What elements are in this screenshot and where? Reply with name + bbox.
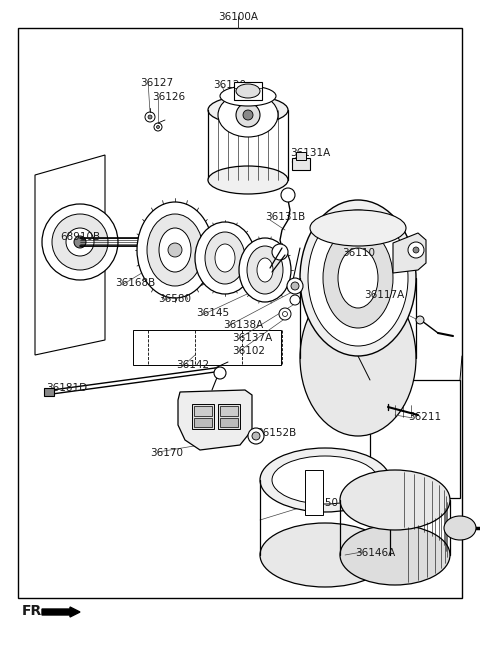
Circle shape [52,214,108,270]
Ellipse shape [205,232,245,284]
Ellipse shape [195,222,255,294]
Circle shape [214,367,226,379]
Bar [18,28,462,598]
Text: 36127: 36127 [140,78,173,88]
Text: 36137A: 36137A [232,333,272,343]
Text: 36142: 36142 [176,360,209,370]
Text: 36168B: 36168B [115,278,155,288]
Text: 36580: 36580 [158,294,191,304]
Circle shape [290,295,300,305]
Bar [305,470,323,515]
Text: 36152B: 36152B [256,428,296,438]
Bar [234,82,262,100]
Circle shape [272,244,288,260]
Circle shape [416,316,424,324]
Ellipse shape [215,244,235,272]
Circle shape [236,103,260,127]
Circle shape [156,126,159,128]
Bar [192,404,214,429]
Circle shape [243,110,253,120]
Text: 36102: 36102 [232,346,265,356]
Bar [292,158,310,170]
Polygon shape [35,155,105,355]
Polygon shape [393,233,426,273]
Text: 36117A: 36117A [364,290,404,300]
Ellipse shape [239,238,291,302]
Ellipse shape [310,210,406,246]
Ellipse shape [159,228,191,272]
Ellipse shape [247,246,283,294]
Ellipse shape [260,448,390,512]
Circle shape [74,236,86,248]
Text: 36150: 36150 [305,498,338,508]
Ellipse shape [300,280,416,436]
Bar [194,418,212,427]
Text: 36138A: 36138A [223,320,263,330]
Circle shape [281,188,295,202]
Text: 36211: 36211 [408,412,441,422]
Bar [220,418,238,427]
Text: 36100A: 36100A [218,12,258,22]
Ellipse shape [340,470,450,530]
Text: 36110: 36110 [342,248,375,258]
Circle shape [168,243,182,257]
Text: 36170: 36170 [150,448,183,458]
Circle shape [408,242,424,258]
Circle shape [291,282,299,290]
Ellipse shape [340,525,450,585]
Bar [370,380,460,498]
Ellipse shape [137,202,213,298]
Circle shape [148,115,152,119]
Polygon shape [178,390,252,450]
Circle shape [153,230,177,254]
Text: 36131A: 36131A [290,148,330,158]
Ellipse shape [300,200,416,356]
Ellipse shape [323,228,393,328]
Bar [44,388,54,396]
Circle shape [42,204,118,280]
Ellipse shape [257,258,273,282]
Ellipse shape [236,84,260,98]
Circle shape [287,278,303,294]
Ellipse shape [444,516,476,540]
Circle shape [248,428,264,444]
Text: 68910B: 68910B [60,232,100,242]
Text: 36145: 36145 [196,308,229,318]
Text: 36181D: 36181D [46,383,87,393]
Text: 36120: 36120 [213,80,246,90]
Bar [194,406,212,416]
Ellipse shape [147,214,203,286]
Ellipse shape [272,456,378,504]
Ellipse shape [208,166,288,194]
Bar [220,406,238,416]
Ellipse shape [338,248,378,308]
Ellipse shape [260,523,390,587]
Text: 36126: 36126 [152,92,185,102]
Ellipse shape [218,93,278,137]
Circle shape [279,308,291,320]
Ellipse shape [208,96,288,124]
Bar [218,404,240,429]
Bar [296,152,306,160]
Ellipse shape [220,86,276,106]
Circle shape [66,228,94,256]
Circle shape [159,236,171,248]
Text: 36146A: 36146A [355,548,395,558]
Circle shape [413,247,419,253]
Text: 36131B: 36131B [265,212,305,222]
Text: FR.: FR. [22,604,48,618]
FancyArrow shape [42,607,80,617]
Circle shape [252,432,260,440]
Bar [133,330,281,365]
Ellipse shape [308,210,408,346]
